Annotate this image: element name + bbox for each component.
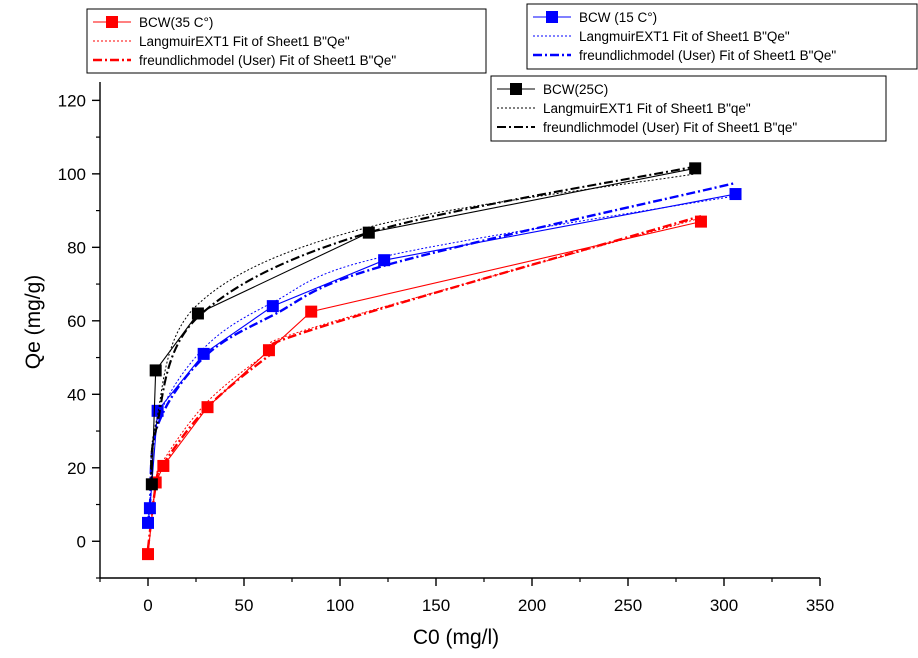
legend-label: BCW (15 C°) bbox=[579, 10, 657, 25]
legend-label: BCW(25C) bbox=[543, 82, 608, 97]
y-tick-label: 40 bbox=[67, 385, 86, 404]
legend-label: LangmuirEXT1 Fit of Sheet1 B"qe" bbox=[543, 101, 751, 116]
data-line-group1 bbox=[147, 193, 736, 523]
x-tick-label: 300 bbox=[710, 596, 738, 615]
fit-line-group0-freundlich bbox=[146, 214, 702, 549]
legend-label: freundlichmodel (User) Fit of Sheet1 B"q… bbox=[543, 120, 797, 135]
y-tick-label: 120 bbox=[58, 91, 86, 110]
legends: BCW(35 C°) LangmuirEXT1 Fit of Sheet1 B"Q… bbox=[86, 3, 918, 142]
data-point-group1 bbox=[266, 300, 279, 313]
data-point-group2 bbox=[149, 364, 162, 377]
x-tick-label: 200 bbox=[518, 596, 546, 615]
axes bbox=[99, 82, 820, 579]
ticks: 0 50 100 150 200 250 300 350 0 20 40 60 80 100 120 bbox=[58, 91, 835, 615]
x-tick-label: 350 bbox=[806, 596, 834, 615]
series-layer bbox=[142, 162, 742, 561]
data-point-group1 bbox=[151, 404, 164, 417]
x-tick-label: 100 bbox=[326, 596, 354, 615]
data-point-group2 bbox=[145, 478, 158, 491]
x-tick-label: 0 bbox=[143, 596, 152, 615]
x-tick-label: 50 bbox=[235, 596, 254, 615]
data-point-group1 bbox=[378, 254, 391, 267]
data-point-group1 bbox=[143, 502, 156, 515]
legend-label: freundlichmodel (User) Fit of Sheet1 B"Q… bbox=[579, 48, 836, 63]
data-point-group1 bbox=[197, 347, 210, 360]
y-tick-label: 80 bbox=[67, 238, 86, 257]
data-point-group0 bbox=[142, 548, 154, 561]
legend-label: freundlichmodel (User) Fit of Sheet1 B"Q… bbox=[139, 53, 396, 68]
y-tick-label: 100 bbox=[58, 165, 86, 184]
legend-label: LangmuirEXT1 Fit of Sheet1 B"Qe" bbox=[139, 34, 350, 49]
legend-box-group1 bbox=[526, 3, 918, 70]
x-tick-label: 150 bbox=[422, 596, 450, 615]
data-point-group1 bbox=[729, 188, 742, 201]
data-point-group0 bbox=[262, 344, 275, 357]
data-point-group0 bbox=[694, 215, 707, 228]
legend-label: BCW(35 C°) bbox=[139, 15, 213, 30]
x-tick-label: 250 bbox=[614, 596, 642, 615]
legend-box-group2 bbox=[490, 75, 887, 142]
fit-line-group1-langmuir bbox=[147, 195, 736, 523]
fit-line-group2-langmuir bbox=[150, 173, 696, 487]
legend-swatch-marker bbox=[546, 11, 558, 23]
data-point-group1 bbox=[142, 516, 154, 529]
legend-label: LangmuirEXT1 Fit of Sheet1 B"Qe" bbox=[579, 29, 790, 44]
y-tick-label: 60 bbox=[67, 312, 86, 331]
x-axis-title: C0 (mg/l) bbox=[413, 626, 499, 649]
data-point-group2 bbox=[362, 226, 375, 239]
data-point-group0 bbox=[305, 305, 318, 318]
legend-swatch-marker bbox=[106, 16, 118, 28]
data-point-group0 bbox=[201, 401, 214, 414]
legend-swatch-marker bbox=[510, 83, 522, 95]
data-line-group2 bbox=[151, 167, 696, 485]
data-line-group0 bbox=[147, 221, 702, 555]
data-point-group2 bbox=[689, 162, 702, 175]
data-point-group2 bbox=[191, 307, 204, 320]
data-point-group0 bbox=[157, 459, 170, 472]
y-tick-label: 0 bbox=[77, 532, 86, 551]
y-tick-label: 20 bbox=[67, 459, 86, 478]
y-axis-title: Qe (mg/g) bbox=[22, 275, 45, 370]
legend-box-group0 bbox=[86, 8, 487, 74]
fit-line-group2-freundlich bbox=[150, 165, 696, 487]
